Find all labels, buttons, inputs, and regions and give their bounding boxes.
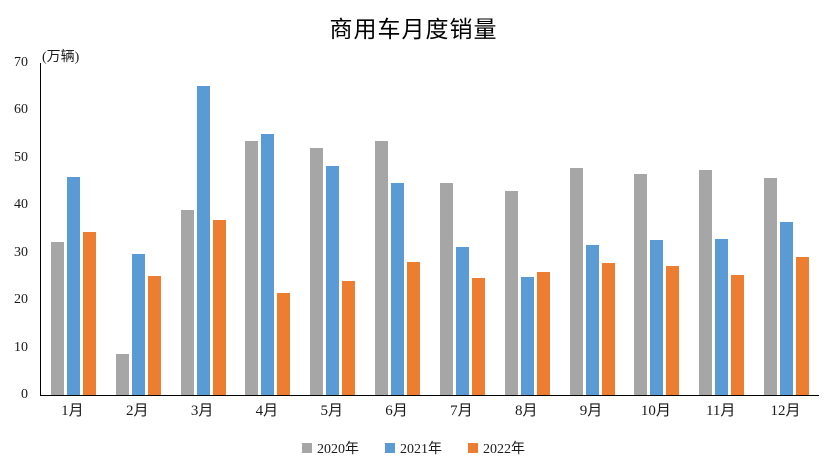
bar-2022年-3月 (212, 219, 226, 395)
bar-2021年-6月 (391, 183, 405, 395)
x-axis-tick-label: 5月 (320, 403, 343, 419)
x-axis-tick-labels: 1月 2月 3月 4月 5月 6月 7月 8月 9月 10月 11月 12月 (40, 402, 818, 420)
x-axis-tick-label: 8月 (514, 403, 538, 419)
bar-2020年-7月 (439, 183, 453, 395)
x-axis-tick-label: 9月 (579, 403, 603, 419)
legend: 2020年 2021年 2022年 (0, 438, 827, 458)
bar-2021年-5月 (326, 166, 340, 395)
legend-swatch-icon (302, 443, 312, 453)
bar-2022年-1月 (82, 231, 96, 395)
bar-2021年-9月 (585, 244, 599, 395)
bar-2022年-9月 (601, 263, 615, 395)
bar-group-11月 (689, 63, 754, 395)
x-axis-tick-label: 7月 (450, 403, 473, 419)
bar-group-3月 (171, 63, 236, 395)
bar-2021年-8月 (520, 277, 534, 395)
bar-2022年-5月 (342, 281, 356, 395)
y-axis-tick-label: 50 (14, 149, 28, 165)
x-axis-tick-label: 1月 (61, 403, 84, 419)
bar-2021年-7月 (455, 247, 469, 395)
bar-group-2月 (106, 63, 171, 395)
bar-group-7月 (430, 63, 495, 395)
legend-item-2021年: 2021年 (385, 438, 442, 458)
legend-item-2020年: 2020年 (302, 438, 359, 458)
bar-2022年-10月 (666, 266, 680, 395)
bar-2020年-1月 (50, 242, 64, 395)
y-axis-tick-label: 70 (14, 55, 28, 70)
x-axis-tick-label: 11月 (705, 403, 736, 419)
bar-2021年-10月 (650, 240, 664, 395)
bar-2022年-11月 (731, 274, 745, 395)
y-axis-tick-label: 30 (14, 244, 28, 260)
y-axis-tick-label: 20 (14, 292, 28, 308)
bar-2020年-11月 (699, 170, 713, 395)
bar-group-6月 (365, 63, 430, 395)
bar-2022年-6月 (407, 261, 421, 395)
bar-2020年-6月 (375, 140, 389, 395)
bar-2022年-7月 (471, 278, 485, 395)
x-axis-tick-label: 6月 (385, 403, 408, 419)
x-axis-tick-label: 3月 (190, 403, 214, 419)
bar-2021年-11月 (715, 238, 729, 395)
legend-label: 2020年 (317, 442, 359, 457)
x-axis-tick-label: 12月 (770, 403, 801, 419)
bar-2020年-9月 (569, 168, 583, 395)
bar-2020年-10月 (634, 174, 648, 395)
bar-2021年-1月 (66, 177, 80, 395)
x-axis-tick-label: 10月 (640, 403, 671, 419)
bar-2022年-8月 (536, 272, 550, 395)
y-axis-tick-label: 0 (21, 387, 28, 402)
bar-2021年-3月 (196, 85, 210, 395)
bar-group-8月 (495, 63, 560, 395)
y-axis-tick-label: 10 (14, 339, 28, 355)
y-axis-unit-label: (万辆) (42, 50, 80, 65)
bar-2020年-2月 (115, 354, 129, 395)
y-axis-tick-label: 40 (14, 197, 28, 213)
bar-2020年-4月 (245, 141, 259, 395)
bar-groups (41, 63, 819, 395)
legend-label: 2022年 (483, 442, 525, 457)
legend-swatch-icon (468, 443, 478, 453)
bar-2020年-12月 (764, 177, 778, 395)
bar-2021年-4月 (261, 134, 275, 395)
legend-label: 2021年 (400, 442, 442, 457)
bar-2022年-2月 (147, 276, 161, 395)
bar-2020年-5月 (310, 148, 324, 395)
x-axis-tick-label: 4月 (255, 403, 279, 419)
bar-group-1月 (41, 63, 106, 395)
bar-group-9月 (560, 63, 625, 395)
bar-2021年-12月 (780, 222, 794, 395)
bar-2020年-3月 (180, 210, 194, 395)
plot-area (40, 63, 819, 396)
legend-item-2022年: 2022年 (468, 438, 525, 458)
legend-swatch-icon (385, 443, 395, 453)
bar-2022年-4月 (277, 292, 291, 395)
bar-group-5月 (300, 63, 365, 395)
y-axis-tick-label: 60 (14, 102, 28, 118)
bar-group-10月 (624, 63, 689, 395)
chart-title: 商用车月度销量 (329, 17, 498, 42)
bar-group-4月 (235, 63, 300, 395)
y-axis-tick-labels: 0 10 20 30 40 50 60 70 (0, 56, 34, 402)
bar-2020年-8月 (504, 191, 518, 395)
bar-group-12月 (754, 63, 819, 395)
bar-2022年-12月 (796, 256, 810, 395)
x-axis-tick-label: 2月 (125, 403, 149, 419)
bar-2021年-2月 (131, 253, 145, 395)
